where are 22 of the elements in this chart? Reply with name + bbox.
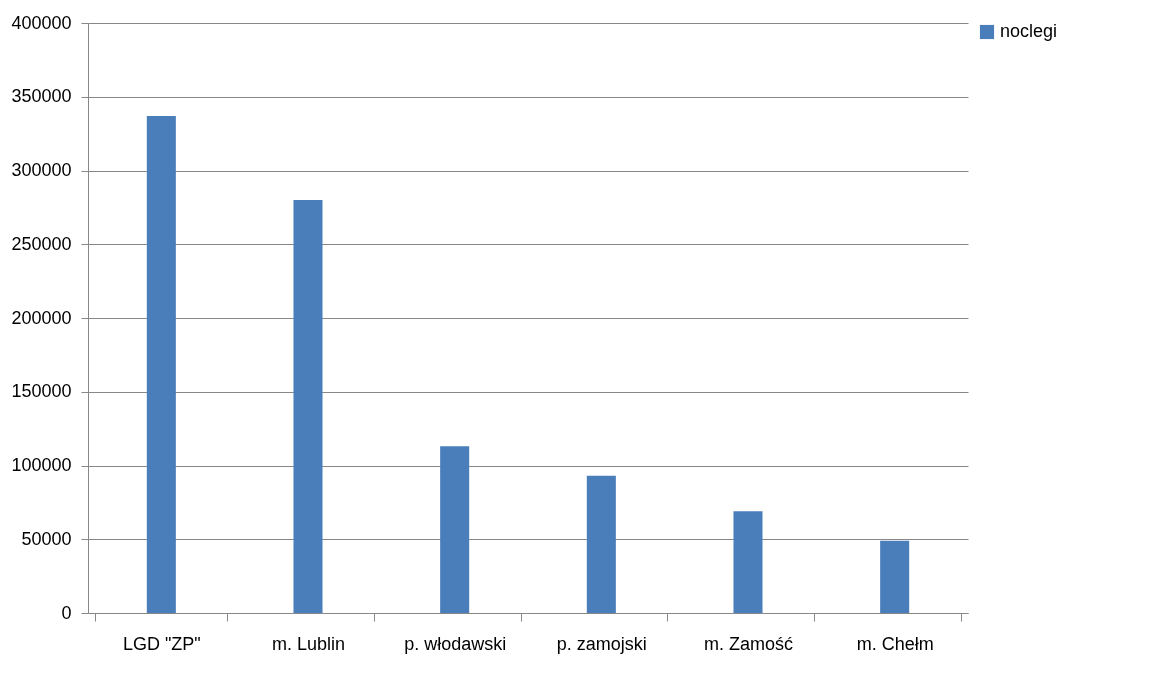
x-tick-label: m. Chełm xyxy=(856,633,934,654)
y-tick-label: 200000 xyxy=(11,307,72,328)
bar xyxy=(586,475,616,613)
bar xyxy=(146,115,176,613)
y-tick-label: 300000 xyxy=(11,160,72,180)
y-tick-label: 400000 xyxy=(11,12,72,33)
y-tick-label: 150000 xyxy=(11,381,72,402)
y-tick-label: 0 xyxy=(61,602,72,623)
y-tick-label: 250000 xyxy=(11,233,72,254)
legend-label: noclegi xyxy=(1000,21,1058,41)
y-tick-label: 100000 xyxy=(11,455,72,475)
bar xyxy=(440,446,470,613)
x-tick-label: m. Zamość xyxy=(703,633,794,654)
x-tick-label: m. Lublin xyxy=(271,633,346,654)
y-tick-label: 50000 xyxy=(21,528,72,549)
y-tick-label: 350000 xyxy=(11,86,72,107)
x-tick-label: LGD "ZP" xyxy=(122,633,201,654)
bar xyxy=(293,200,323,613)
x-tick-label: p. zamojski xyxy=(556,633,647,654)
bar xyxy=(733,511,763,613)
x-tick-label: p. włodawski xyxy=(404,633,507,654)
bar xyxy=(880,540,910,613)
